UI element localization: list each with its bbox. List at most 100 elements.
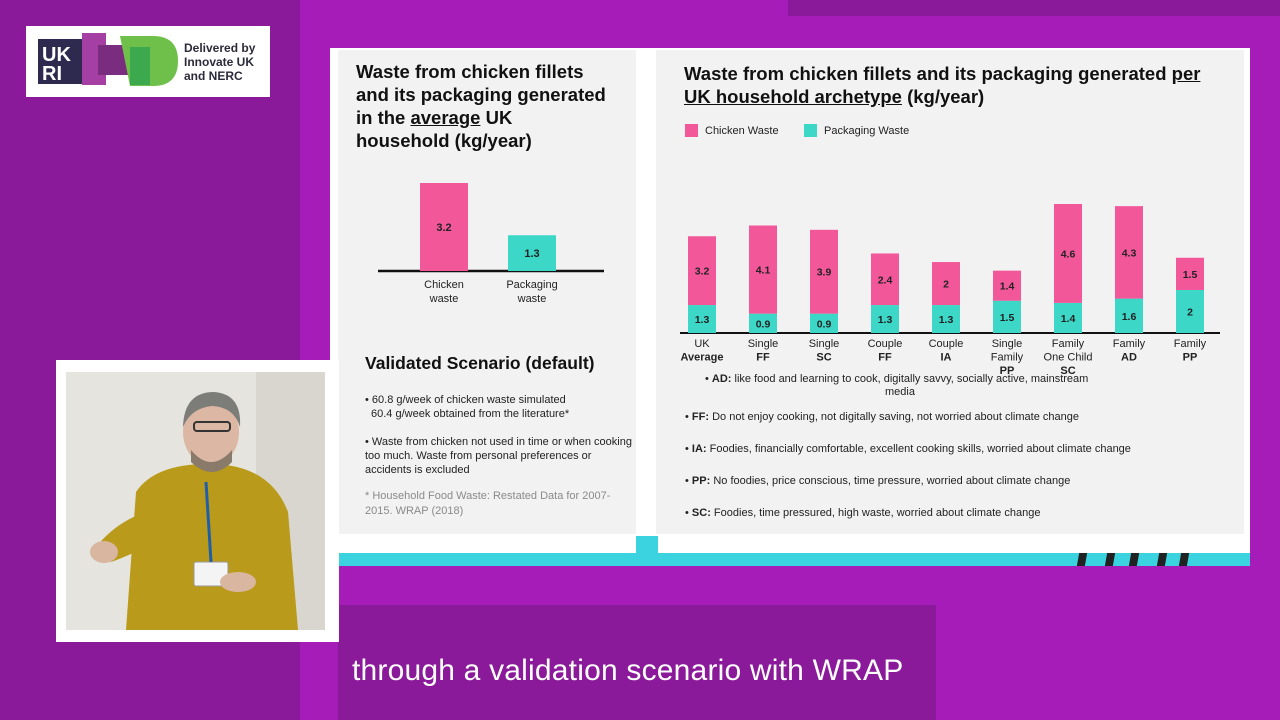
packaging-label-1: 0.9 <box>756 318 771 330</box>
left-title-line-3: in the average UK <box>356 106 626 129</box>
chicken-bar-7 <box>1115 206 1143 299</box>
right-tick-label-5-0: Single <box>992 338 1023 350</box>
definition-pp-text: No foodies, price conscious, time pressu… <box>710 475 1071 487</box>
logo-line-1: Delivered by <box>184 41 256 55</box>
ukri-logo-icon: UK RI <box>38 33 178 86</box>
left-bar-0 <box>420 183 468 271</box>
right-tick-label-6-0: Family <box>1052 338 1085 350</box>
cyan-bar <box>338 553 1250 566</box>
chicken-label-3: 2.4 <box>878 274 893 286</box>
right-tick-label-3-1: FF <box>878 352 892 364</box>
chicken-bar-0 <box>688 236 716 306</box>
chicken-label-8: 1.5 <box>1183 269 1198 281</box>
right-tick-label-5-1: Family <box>991 352 1024 364</box>
definition-ia: • IA: Foodies, financially comfortable, … <box>685 443 1131 455</box>
left-title-underlined: average <box>410 107 481 128</box>
left-bar-label-1: 1.3 <box>524 248 539 260</box>
left-tick-label-1-b: waste <box>517 293 547 305</box>
left-title-pre: in the <box>356 107 411 128</box>
chicken-bar-6 <box>1054 204 1082 303</box>
chicken-bar-5 <box>993 270 1021 301</box>
legend-packaging: Packaging Waste <box>804 124 909 137</box>
right-tick-label-0-0: UK <box>694 338 710 350</box>
left-tick-label-0-a: Chicken <box>424 279 464 291</box>
right-chart-title: Waste from chicken fillets and its packa… <box>684 62 1244 108</box>
packaging-label-8: 2 <box>1187 307 1193 319</box>
ukri-logo: UK RI Delivered by Innovate UK and NERC <box>26 26 270 97</box>
svg-text:RI: RI <box>42 63 62 85</box>
right-title-underlined-2: UK household archetype <box>684 86 902 107</box>
chicken-label-0: 3.2 <box>695 266 710 278</box>
chicken-bar-2 <box>810 229 838 314</box>
left-bar-1 <box>508 235 556 271</box>
chicken-label-1: 4.1 <box>756 265 771 277</box>
right-tick-label-6-2: SC <box>1060 365 1075 377</box>
right-tick-label-2-0: Single <box>809 338 840 350</box>
validated-scenario-title: Validated Scenario (default) <box>365 353 595 373</box>
packaging-label-5: 1.5 <box>1000 312 1015 324</box>
chicken-bar-3 <box>871 253 899 306</box>
right-tick-label-1-1: FF <box>756 352 770 364</box>
right-tick-label-7-1: AD <box>1121 352 1137 364</box>
speaker-figure <box>66 372 325 630</box>
packaging-bar-6 <box>1054 302 1082 333</box>
right-tick-label-4-1: IA <box>941 352 952 364</box>
right-tick-label-0-1: Average <box>680 352 723 364</box>
definition-ia-key: IA: <box>691 443 707 455</box>
right-tick-label-8-1: PP <box>1183 352 1198 364</box>
definition-sc: • SC: Foodies, time pressured, high wast… <box>685 507 1041 519</box>
chicken-label-4: 2 <box>943 279 949 291</box>
validated-item-1-line-1: • 60.8 g/week of chicken waste simulated <box>365 394 566 406</box>
packaging-label-4: 1.3 <box>939 314 954 326</box>
packaging-bar-0 <box>688 305 716 333</box>
chicken-label-2: 3.9 <box>817 267 832 279</box>
definition-ad-text: like food and learning to cook, digitall… <box>731 373 1089 385</box>
right-tick-label-8-0: Family <box>1174 338 1207 350</box>
packaging-bar-5 <box>993 300 1021 333</box>
definition-ad: • AD: like food and learning to cook, di… <box>705 373 1125 399</box>
right-title-line-1: Waste from chicken fillets and its packa… <box>684 62 1244 85</box>
definition-sc-text: Foodies, time pressured, high waste, wor… <box>710 507 1041 519</box>
packaging-label-3: 1.3 <box>878 314 893 326</box>
average-household-chart: 3.2 Chicken waste 1.3 Packaging waste <box>378 183 604 305</box>
chicken-label-5: 1.4 <box>1000 281 1015 293</box>
svg-text:UK: UK <box>42 44 71 66</box>
definition-ff: • FF: Do not enjoy cooking, not digitall… <box>685 411 1079 423</box>
packaging-label-7: 1.6 <box>1122 311 1137 323</box>
left-tick-label-1-a: Packaging <box>506 279 557 291</box>
right-tick-label-3-0: Couple <box>868 338 903 350</box>
legend-packaging-label: Packaging Waste <box>824 124 910 137</box>
right-title-post: (kg/year) <box>901 86 985 107</box>
right-tick-label-2-1: SC <box>816 352 831 364</box>
chicken-bar-1 <box>749 225 777 314</box>
chicken-bar-8 <box>1176 257 1204 290</box>
left-title-line-1: Waste from chicken fillets <box>356 61 584 82</box>
packaging-bar-1 <box>749 313 777 333</box>
right-tick-label-6-1: One Child <box>1044 352 1093 364</box>
caption-backdrop <box>338 605 936 720</box>
decorative-stripes <box>1076 553 1190 566</box>
left-tick-label-0-b: waste <box>429 293 459 305</box>
packaging-label-0: 1.3 <box>695 314 710 326</box>
packaging-label-6: 1.4 <box>1061 313 1076 325</box>
right-tick-label-5-2: PP <box>1000 365 1015 377</box>
definition-pp-key: PP: <box>691 475 711 487</box>
definition-pp: • PP: No foodies, price conscious, time … <box>685 475 1071 487</box>
chicken-label-7: 4.3 <box>1122 247 1137 259</box>
cyan-notch <box>636 536 658 556</box>
right-title-line-2: UK household archetype (kg/year) <box>684 85 1244 108</box>
logo-line-2: Innovate UK <box>184 55 255 69</box>
definition-ff-key: FF: <box>691 411 710 423</box>
definition-sc-key: SC: <box>691 507 711 519</box>
legend-chicken-label: Chicken Waste <box>705 124 779 137</box>
packaging-bar-3 <box>871 305 899 333</box>
chicken-label-6: 4.6 <box>1061 248 1076 260</box>
right-title-pre: Waste from chicken fillets and its packa… <box>684 63 1172 84</box>
slide: Waste from chicken fillets and its packa… <box>330 48 1250 566</box>
legend-chicken: Chicken Waste <box>685 124 779 137</box>
definition-ia-text: Foodies, financially comfortable, excell… <box>706 443 1131 455</box>
legend-packaging-swatch <box>804 124 817 137</box>
packaging-bar-8 <box>1176 290 1204 333</box>
left-title-post: UK <box>480 107 513 128</box>
left-title-line-4: household (kg/year) <box>356 130 532 151</box>
